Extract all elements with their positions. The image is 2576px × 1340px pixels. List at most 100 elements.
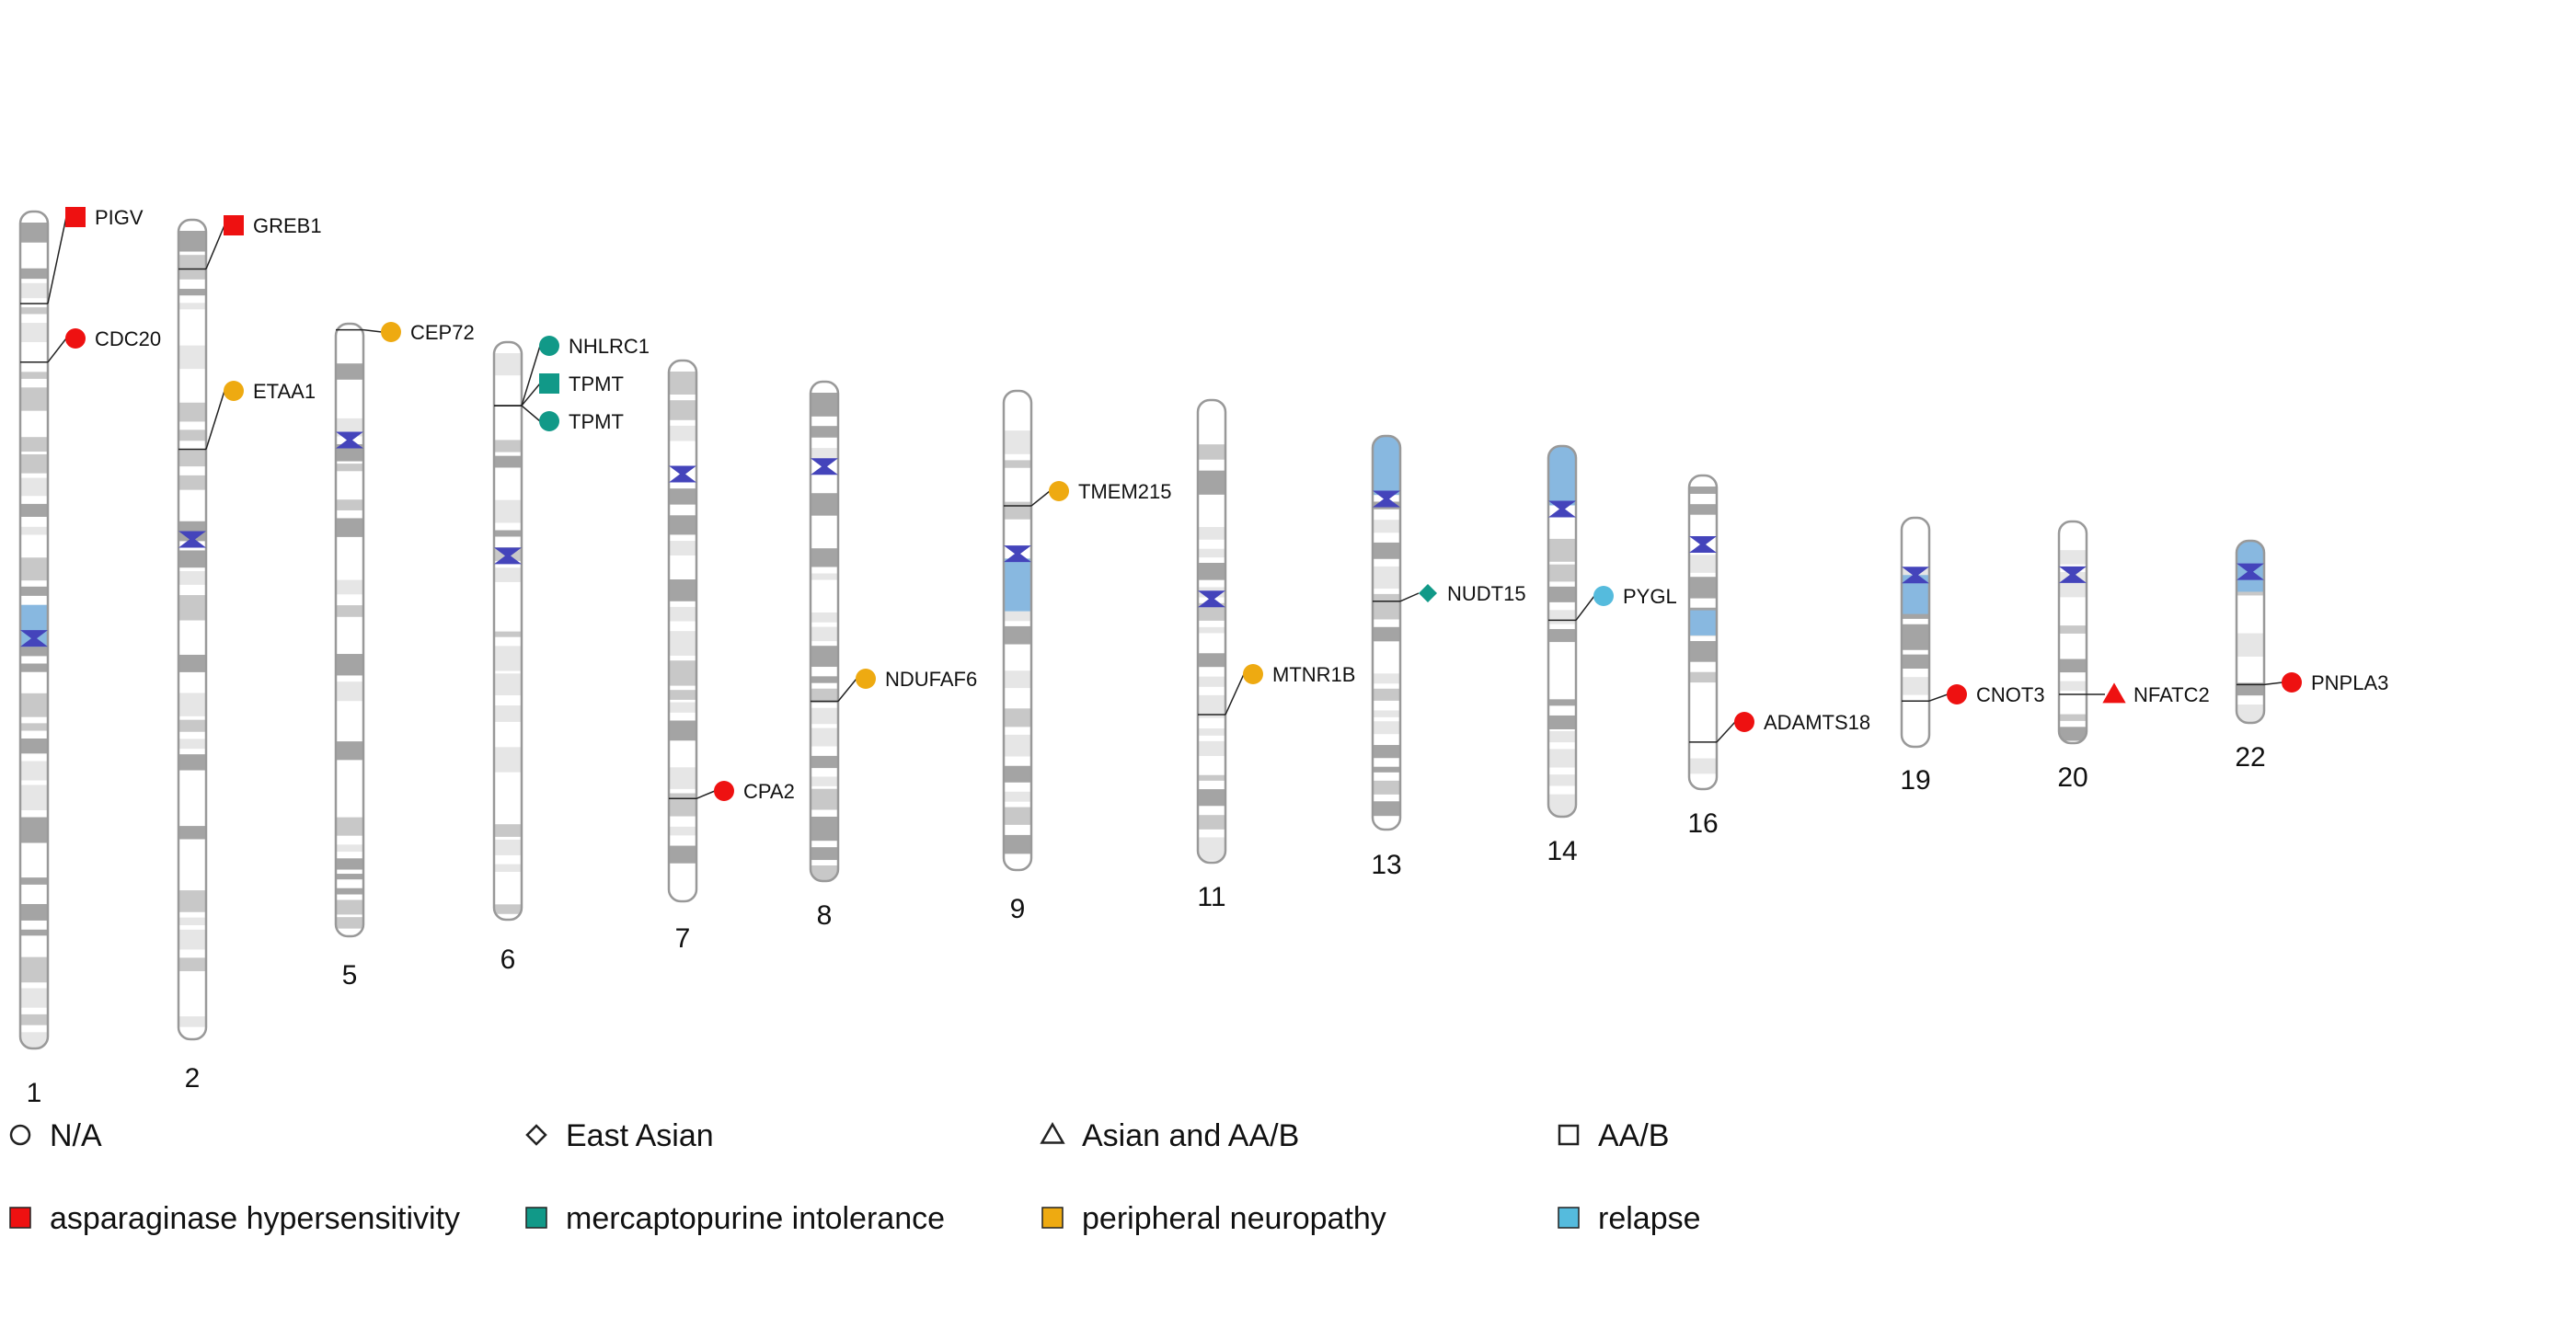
centromere <box>1004 545 1031 563</box>
gene-annotation-etaa1: ETAA1 <box>178 380 316 451</box>
gene-annotation-tpmt: TPMT <box>494 405 624 433</box>
chromosome-label: 22 <box>2235 742 2265 773</box>
chromosome-label: 16 <box>1687 808 1718 839</box>
connector-line <box>521 405 541 422</box>
connector-line <box>1716 721 1736 743</box>
chromosome-bands <box>2059 521 2087 743</box>
chromosome-outline <box>2057 520 2088 745</box>
centromere <box>178 531 206 548</box>
chromosome-5: 5 <box>334 322 365 991</box>
chromosome-bands <box>20 212 48 1048</box>
square-outline-icon <box>1558 1124 1580 1146</box>
centromere <box>1198 590 1225 608</box>
diamond-marker-icon <box>1419 584 1437 602</box>
legend-shape-circle: N/A <box>9 1118 102 1153</box>
gene-label: NUDT15 <box>1447 582 1526 605</box>
gene-label: PYGL <box>1623 585 1677 608</box>
chromosome-label: 8 <box>817 900 833 931</box>
chromosome-outline <box>1547 444 1578 819</box>
chromosome-label: 2 <box>185 1063 201 1094</box>
circle-marker-icon <box>539 411 559 431</box>
chromosome-outline <box>1002 389 1033 872</box>
gene-annotation-cdc20: CDC20 <box>20 327 161 363</box>
chromosome-16: 16 <box>1687 474 1719 839</box>
color-swatch-icon <box>1041 1207 1064 1229</box>
legend-label: East Asian <box>566 1118 714 1153</box>
legend-phenotype: peripheral neuropathy <box>1041 1201 1386 1236</box>
gene-annotation-nudt15: NUDT15 <box>1373 582 1526 605</box>
centromere <box>336 431 363 449</box>
centromere <box>20 630 48 647</box>
gene-label: NFATC2 <box>2133 683 2210 706</box>
color-swatch-icon <box>1558 1207 1580 1229</box>
chromosome-bands <box>1689 475 1717 789</box>
connector-line <box>47 216 67 304</box>
circle-outline-icon <box>9 1124 31 1146</box>
chromosome-outline <box>1371 434 1402 831</box>
chromosome-label: 14 <box>1547 836 1577 866</box>
square-marker-icon <box>224 215 244 235</box>
gene-annotation-adamts18: ADAMTS18 <box>1689 711 1870 743</box>
gene-label: TPMT <box>569 372 624 395</box>
chromosome-6: 6 <box>492 340 523 975</box>
chromosome-outline <box>2235 539 2266 725</box>
chromosome-label: 1 <box>27 1078 42 1108</box>
chromosome-outline <box>667 359 698 903</box>
gene-label: MTNR1B <box>1272 663 1355 686</box>
connector-line <box>521 345 541 407</box>
legend-label: AA/B <box>1598 1118 1669 1153</box>
gene-annotation-tpmt: TPMT <box>494 372 624 407</box>
chromosome-bands <box>1902 518 1929 747</box>
gene-label: PIGV <box>95 206 144 229</box>
connector-line <box>696 790 716 799</box>
gene-label: TPMT <box>569 410 624 433</box>
chromosome-bands <box>494 342 522 920</box>
connector-line <box>1928 693 1949 702</box>
circle-marker-icon <box>856 669 876 689</box>
chromosome-label: 6 <box>500 945 516 975</box>
chromosome-outline <box>18 210 50 1050</box>
gene-label: ADAMTS18 <box>1764 711 1870 734</box>
circle-marker-icon <box>1243 664 1263 684</box>
connector-line <box>1225 673 1245 716</box>
chromosome-2: 2 <box>177 218 208 1094</box>
chromosome-19: 19 <box>1900 516 1931 796</box>
legend-label: N/A <box>50 1118 102 1153</box>
gene-annotation-ndufaf6: NDUFAF6 <box>811 668 977 703</box>
gene-label: CDC20 <box>95 327 161 350</box>
chromosome-8: 8 <box>809 380 840 931</box>
highlight-region <box>1004 558 1031 612</box>
connector-line <box>362 328 383 333</box>
centromere <box>1373 490 1400 508</box>
connector-line <box>1399 592 1420 602</box>
color-swatch-icon <box>9 1207 31 1229</box>
gene-annotation-greb1: GREB1 <box>178 214 322 270</box>
legend-phenotype: relapse <box>1558 1201 1701 1236</box>
gene-label: CNOT3 <box>1976 683 2045 706</box>
centromere <box>1902 567 1929 584</box>
gene-annotation-nhlrc1: NHLRC1 <box>494 335 650 407</box>
gene-annotation-pigv: PIGV <box>20 206 144 304</box>
chromosome-label: 20 <box>2057 762 2087 793</box>
gene-annotation-cnot3: CNOT3 <box>1902 683 2045 706</box>
connector-line <box>47 338 67 363</box>
centromere <box>2059 566 2087 583</box>
highlight-region <box>1689 610 1717 636</box>
chromosome-bands <box>336 324 363 936</box>
connector-line <box>205 390 225 450</box>
chromosome-outline <box>334 322 365 938</box>
gene-label: PNPLA3 <box>2311 671 2388 694</box>
circle-marker-icon <box>539 336 559 356</box>
centromere <box>1689 536 1717 554</box>
square-marker-icon <box>539 373 559 394</box>
legend-label: peripheral neuropathy <box>1082 1201 1386 1236</box>
circle-marker-icon <box>224 381 244 401</box>
legend: N/A East Asian Asian and AA/B AA/B asparagin… <box>9 1118 1701 1236</box>
chromosome-bands <box>811 382 838 881</box>
centromere <box>2237 563 2264 580</box>
gene-label: GREB1 <box>253 214 322 237</box>
chromosome-bands <box>669 361 696 901</box>
legend-shape-triangle: Asian and AA/B <box>1040 1118 1299 1153</box>
triangle-marker-icon <box>2102 682 2126 704</box>
circle-marker-icon <box>1593 586 1614 606</box>
